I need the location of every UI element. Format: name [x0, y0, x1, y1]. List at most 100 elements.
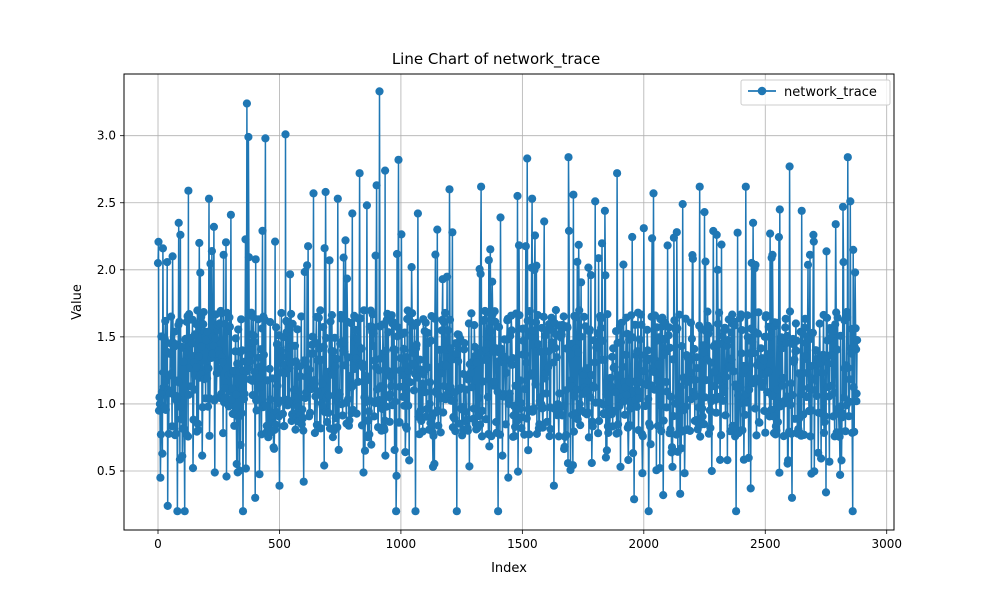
- data-point: [460, 345, 469, 354]
- data-point: [815, 319, 824, 328]
- data-point: [614, 371, 624, 380]
- data-point: [475, 393, 484, 403]
- data-point: [670, 316, 679, 325]
- data-point: [853, 336, 862, 345]
- data-point: [249, 331, 258, 340]
- data-point: [521, 350, 530, 359]
- data-point: [346, 318, 355, 328]
- data-point: [404, 401, 413, 410]
- data-point: [557, 330, 566, 339]
- data-point: [392, 249, 402, 259]
- data-point: [253, 395, 262, 404]
- data-point: [529, 326, 538, 335]
- data-point: [211, 334, 220, 343]
- data-point: [161, 405, 170, 414]
- data-point: [287, 309, 296, 319]
- data-point: [620, 410, 630, 419]
- data-point: [158, 449, 167, 458]
- data-point: [682, 402, 691, 411]
- data-point: [590, 383, 599, 392]
- data-point: [481, 415, 490, 424]
- data-point: [775, 468, 784, 477]
- data-point: [720, 323, 730, 332]
- data-point: [762, 311, 771, 320]
- data-point: [851, 324, 860, 333]
- data-point: [650, 385, 659, 394]
- data-point: [343, 395, 353, 404]
- data-point: [158, 244, 167, 253]
- data-point: [272, 340, 282, 349]
- data-point: [674, 396, 683, 405]
- data-point: [259, 350, 268, 359]
- data-point: [242, 99, 251, 108]
- data-point: [164, 429, 173, 438]
- data-point: [574, 348, 583, 357]
- data-point: [153, 259, 163, 268]
- data-point: [445, 315, 455, 324]
- data-point: [653, 376, 662, 385]
- data-point: [372, 181, 381, 190]
- data-point: [706, 423, 715, 433]
- data-point: [176, 403, 185, 412]
- data-point: [627, 311, 636, 320]
- data-point: [275, 481, 284, 490]
- data-point: [190, 330, 199, 339]
- data-point: [587, 371, 596, 380]
- data-point: [483, 392, 492, 402]
- data-point: [265, 364, 274, 373]
- data-point: [398, 371, 407, 380]
- data-point: [585, 325, 595, 334]
- data-point: [160, 335, 169, 344]
- data-point: [408, 309, 417, 318]
- data-point: [667, 443, 677, 452]
- data-point: [325, 256, 334, 265]
- data-point: [575, 306, 584, 315]
- data-point: [595, 416, 604, 426]
- data-point: [817, 454, 826, 463]
- data-point: [380, 425, 389, 435]
- data-point: [659, 491, 668, 500]
- data-point: [723, 456, 732, 465]
- data-point: [839, 258, 848, 267]
- data-point: [598, 400, 608, 409]
- data-point: [700, 420, 709, 429]
- data-point: [364, 407, 373, 416]
- data-point: [810, 467, 819, 476]
- data-point: [852, 397, 861, 406]
- data-point: [559, 312, 568, 321]
- data-point: [488, 277, 497, 286]
- data-point: [500, 352, 509, 361]
- data-point: [837, 456, 846, 465]
- data-point: [257, 324, 267, 333]
- data-point: [626, 404, 635, 413]
- data-point: [501, 420, 510, 429]
- data-point: [322, 333, 331, 343]
- y-tick-label: 2.0: [97, 263, 116, 277]
- data-point: [633, 347, 642, 356]
- data-point: [324, 391, 334, 400]
- data-point: [566, 350, 576, 359]
- data-point: [521, 242, 530, 251]
- data-point: [391, 346, 400, 355]
- data-point: [643, 346, 652, 355]
- data-point: [597, 323, 606, 333]
- data-point: [495, 430, 505, 439]
- data-point: [646, 422, 655, 431]
- data-point: [520, 385, 529, 394]
- data-point: [546, 425, 555, 434]
- data-point: [577, 278, 586, 287]
- data-point: [502, 368, 511, 377]
- data-point: [841, 427, 850, 436]
- y-axis-label: Value: [70, 284, 85, 320]
- data-point: [493, 387, 502, 396]
- data-point: [333, 194, 342, 203]
- data-point: [244, 253, 253, 262]
- data-point: [205, 431, 214, 440]
- data-point: [584, 433, 594, 442]
- plot-area: [153, 87, 862, 516]
- data-point: [365, 430, 374, 439]
- data-point: [700, 208, 709, 217]
- data-point: [233, 359, 242, 368]
- data-point: [536, 347, 545, 356]
- data-point: [727, 328, 736, 337]
